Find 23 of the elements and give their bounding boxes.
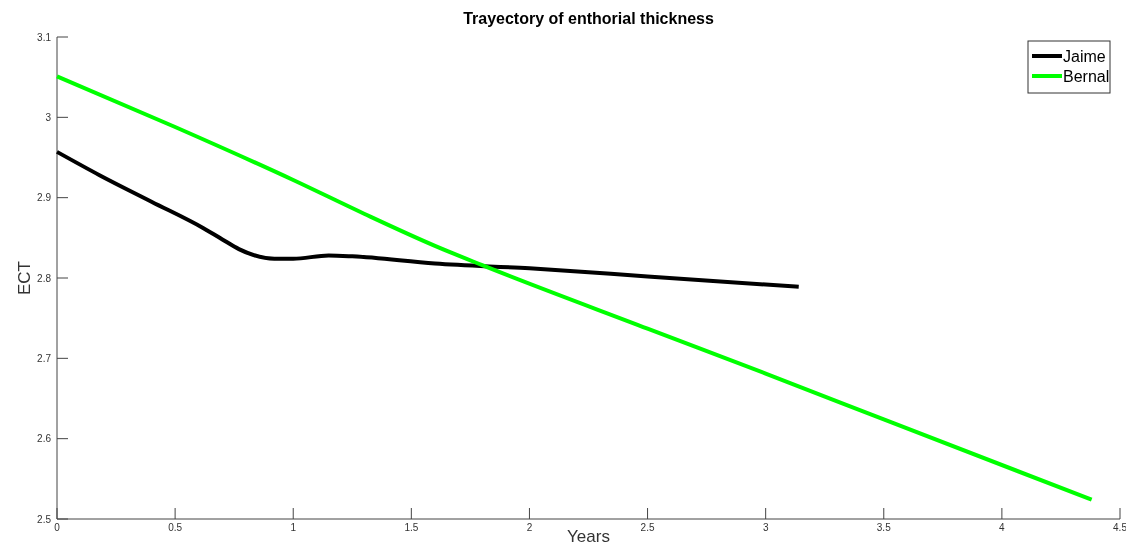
x-tick-label: 4	[999, 522, 1006, 533]
y-tick-label: 3.1	[37, 31, 52, 43]
x-tick-label: 4.5	[1113, 522, 1128, 533]
x-tick-label: 3.5	[876, 522, 892, 533]
line-series	[55, 149, 801, 289]
y-axis-title: ECT	[15, 261, 34, 295]
y-tick-label: 3	[45, 111, 52, 123]
x-tick-label: 3	[762, 522, 769, 533]
y-tick-label: 2.8	[37, 272, 52, 284]
x-tick-label: 2.5	[640, 522, 655, 533]
x-tick-label: 0.5	[168, 522, 183, 533]
x-tick-label: 2	[526, 522, 533, 533]
x-tick-label: 1.5	[404, 522, 419, 533]
chart-title: Trayectory of enthorial thickness	[463, 10, 714, 27]
x-tick-label: 1	[290, 522, 297, 533]
y-tick-label: 2.9	[37, 192, 52, 204]
x-axis-title: Years	[567, 527, 610, 546]
legend-label: Bernal	[1063, 68, 1110, 85]
legend-label: Jaime	[1063, 48, 1106, 65]
y-tick-label: 2.6	[37, 433, 52, 445]
y-tick-label: 2.5	[37, 513, 52, 525]
x-tick-label: 0	[54, 522, 61, 533]
y-tick-label: 2.7	[37, 352, 52, 364]
